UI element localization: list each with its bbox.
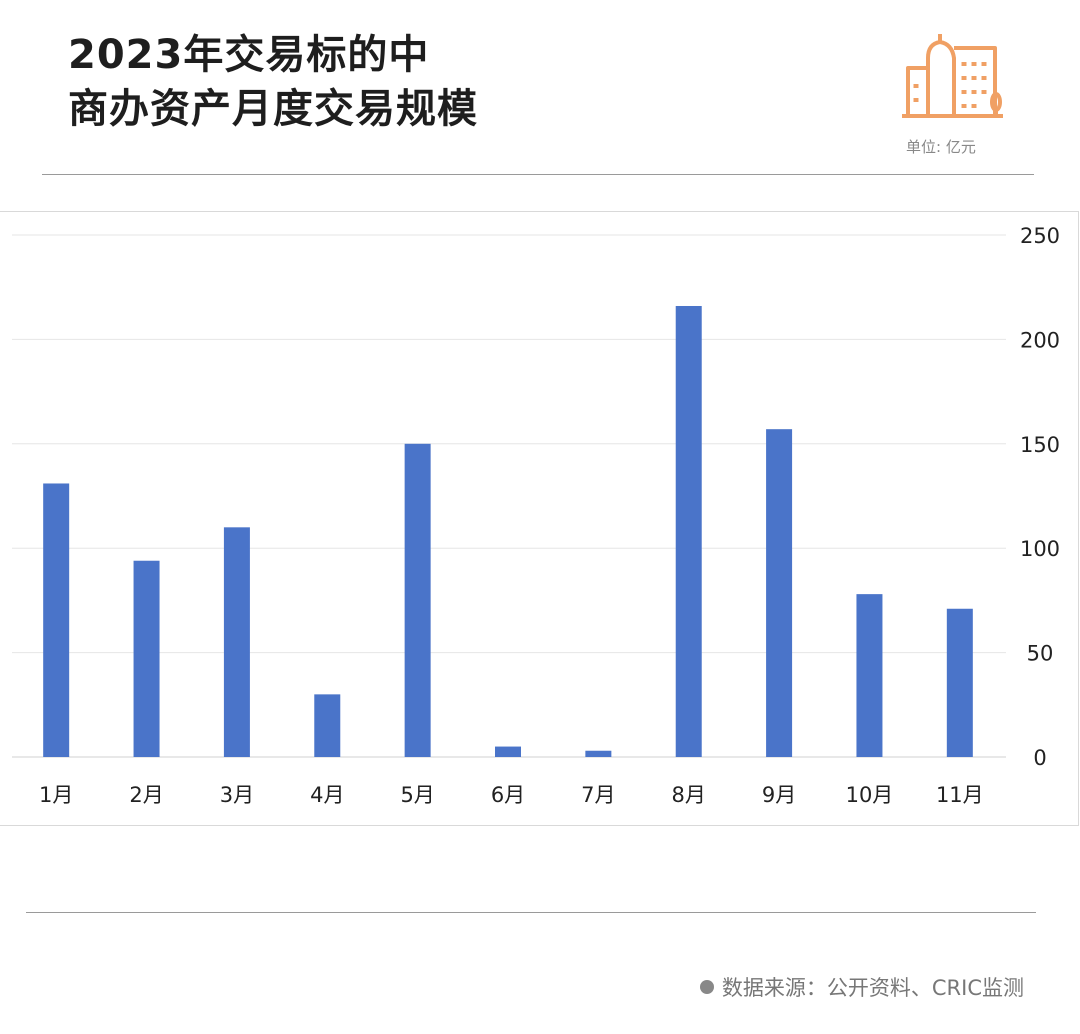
x-tick-label: 10月 — [846, 783, 894, 807]
bullet-icon — [699, 980, 714, 994]
y-tick-label: 200 — [1020, 328, 1060, 352]
x-tick-label: 6月 — [491, 783, 525, 807]
bar — [856, 594, 883, 757]
city-buildings-icon — [900, 28, 1005, 127]
x-tick-label: 2月 — [129, 783, 163, 807]
source-text: 数据来源：公开资料、CRIC监测 — [721, 976, 1024, 1000]
unit-label: 单位: 亿元 — [906, 138, 976, 156]
title-line-2: 商办资产月度交易规模 — [68, 86, 478, 132]
x-tick-label: 7月 — [581, 783, 615, 807]
x-tick-label: 5月 — [400, 783, 434, 807]
bar — [946, 608, 973, 757]
data-source: 数据来源：公开资料、CRIC监测 — [699, 972, 1024, 1002]
header-divider — [42, 174, 1034, 175]
bar — [223, 527, 250, 757]
bar-chart: 0 50 100 150 200 250 1月 2月 3月 4月 5月 6月 7月 8月 9月 10月 11月 — [12, 224, 1060, 807]
y-tick-label: 150 — [1020, 433, 1060, 457]
y-tick-label: 100 — [1020, 537, 1060, 561]
x-tick-label: 3月 — [220, 783, 254, 807]
x-tick-label: 9月 — [762, 783, 796, 807]
bar — [314, 694, 341, 757]
bar — [43, 483, 70, 757]
bar — [585, 750, 612, 757]
bar — [404, 443, 431, 757]
y-tick-label: 50 — [1027, 642, 1054, 666]
y-tick-label: 0 — [1033, 746, 1046, 770]
title-line-1: 2023年交易标的中 — [68, 32, 430, 78]
x-tick-label: 8月 — [672, 783, 706, 807]
chart-area: 0 50 100 150 200 250 1月 2月 3月 4月 5月 6月 7月 8月 9月 10月 11月 — [0, 211, 1079, 826]
bar — [495, 746, 521, 757]
bar — [133, 560, 160, 757]
x-tick-label: 4月 — [310, 783, 344, 807]
bar — [675, 305, 702, 757]
chart-title: 2023年交易标的中 商办资产月度交易规模 — [68, 28, 478, 136]
y-tick-label: 250 — [1020, 224, 1060, 248]
bar — [766, 429, 793, 757]
x-tick-label: 1月 — [39, 783, 73, 807]
footer-divider — [26, 912, 1036, 913]
x-tick-label: 11月 — [936, 783, 984, 807]
